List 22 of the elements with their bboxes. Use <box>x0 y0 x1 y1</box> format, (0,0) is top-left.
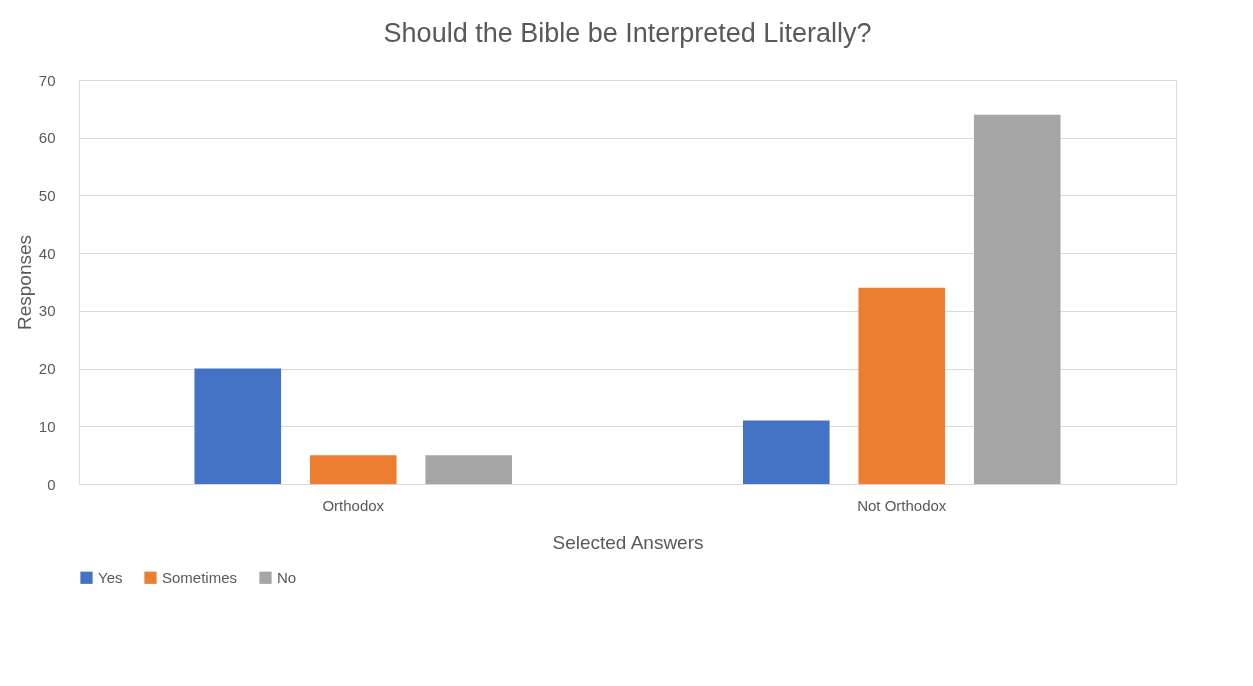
chart-title: Should the Bible be Interpreted Literally? <box>383 18 872 48</box>
y-tick-label: 50 <box>38 186 56 204</box>
y-tick-label: 10 <box>38 417 56 435</box>
y-axis-title: Responses <box>13 234 35 331</box>
x-tick-label: Not Orthodox <box>857 496 947 514</box>
bar <box>309 455 397 484</box>
legend-label: No <box>277 568 297 586</box>
bar <box>858 287 946 484</box>
y-tick-label: 0 <box>47 475 56 493</box>
bar <box>742 420 830 484</box>
bar <box>194 368 282 484</box>
bar <box>425 455 513 484</box>
y-tick-label: 60 <box>38 129 56 147</box>
y-tick-label: 40 <box>38 244 56 262</box>
bar <box>973 114 1061 484</box>
x-tick-label: Orthodox <box>322 496 385 514</box>
y-tick-label: 30 <box>38 302 56 320</box>
x-axis-title: Selected Answers <box>552 531 704 553</box>
legend-label: Yes <box>98 568 123 586</box>
y-tick-label: 20 <box>38 360 56 378</box>
y-tick-label: 70 <box>38 71 56 89</box>
legend-label: Sometimes <box>162 568 238 586</box>
